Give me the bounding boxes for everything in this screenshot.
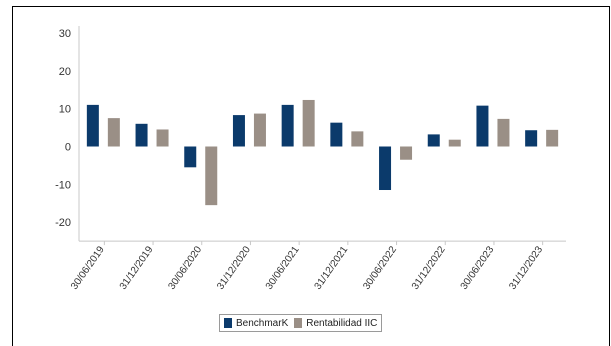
y-tick-label: 10 <box>59 104 71 116</box>
bar-rentabilidad <box>156 129 169 147</box>
y-tick-label: -10 <box>55 179 71 191</box>
x-axis-ticks: 30/06/2019 31/12/2019 30/06/2020 31/12/2020… <box>69 241 545 292</box>
bar-benchmark <box>86 104 99 147</box>
bar-benchmark <box>476 105 489 147</box>
bar-rentabilidad <box>546 129 559 147</box>
bar-benchmark <box>184 146 197 168</box>
x-tick-label: 31/12/2020 <box>215 244 253 292</box>
bar-benchmark <box>525 130 538 147</box>
x-tick-label: 31/12/2021 <box>313 244 351 292</box>
bar-rentabilidad <box>497 118 510 147</box>
x-tick-label: 30/06/2022 <box>361 244 399 292</box>
legend-item-benchmark: BenchmarK <box>224 318 288 329</box>
bar-rentabilidad <box>253 113 266 147</box>
legend-label-rentabilidad: Rentabilidad IIC <box>306 317 378 329</box>
bar-benchmark <box>330 122 343 147</box>
legend-item-rentabilidad: Rentabilidad IIC <box>294 318 377 329</box>
bar-benchmark <box>135 123 148 147</box>
bar-rentabilidad <box>400 146 413 160</box>
x-tick-label: 31/12/2019 <box>118 244 156 292</box>
x-tick-label: 30/06/2023 <box>459 244 497 292</box>
x-tick-label: 31/12/2023 <box>507 244 545 292</box>
x-tick-label: 30/06/2020 <box>166 244 204 292</box>
x-tick-label: 30/06/2021 <box>264 244 302 292</box>
x-tick-label: 30/06/2019 <box>69 244 107 292</box>
y-tick-label: 20 <box>59 66 71 78</box>
legend-swatch-rentabilidad <box>294 318 303 328</box>
bars <box>86 99 559 206</box>
y-tick-label: 30 <box>59 28 71 40</box>
bar-rentabilidad <box>448 139 461 147</box>
bar-benchmark <box>232 115 245 147</box>
bar-rentabilidad <box>302 99 315 147</box>
legend: BenchmarK Rentabilidad IIC <box>219 314 383 332</box>
y-tick-label: -20 <box>55 217 71 229</box>
y-tick-label: 0 <box>65 142 71 154</box>
bar-rentabilidad <box>351 131 364 147</box>
bar-benchmark <box>379 146 392 191</box>
bar-benchmark <box>427 134 440 147</box>
bar-benchmark <box>281 104 294 147</box>
chart-frame <box>12 6 610 346</box>
bar-rentabilidad <box>107 118 120 147</box>
legend-swatch-benchmark <box>224 318 232 328</box>
legend-label-benchmark: BenchmarK <box>236 317 289 329</box>
x-tick-label: 31/12/2022 <box>410 244 448 292</box>
bar-rentabilidad <box>205 146 218 206</box>
y-axis-ticks: 30 20 10 0 -10 -20 <box>55 28 71 229</box>
